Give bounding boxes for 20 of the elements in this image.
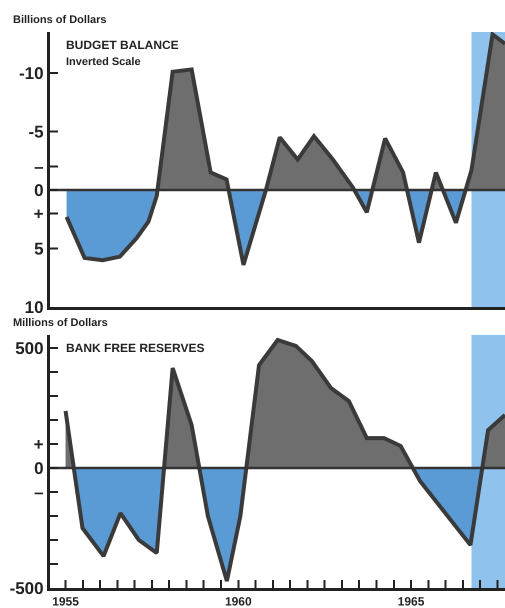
y-tick-label: -500 (10, 578, 44, 598)
y-axis-title: Billions of Dollars (13, 14, 107, 26)
y-tick-label: 5 (34, 239, 44, 258)
y-tick-label: + (34, 435, 44, 454)
y-tick-label: 10 (24, 298, 44, 317)
y-tick-label: 0 (34, 459, 44, 478)
y-axis-title: Millions of Dollars (13, 317, 108, 329)
y-tick-label: – (34, 482, 44, 502)
y-tick-label: -10 (19, 64, 44, 83)
x-tick-label: 1955 (52, 594, 80, 608)
text: Inverted Scale (66, 56, 141, 68)
y-tick-label: + (34, 204, 44, 224)
text: BUDGET BALANCE (66, 38, 179, 52)
text: BANK FREE RESERVES (66, 341, 204, 355)
y-tick-label: – (34, 158, 44, 177)
y-tick-label: 0 (34, 180, 44, 200)
y-tick-label: 500 (15, 339, 44, 358)
y-tick-label: -5 (28, 122, 44, 142)
x-tick-label: 1965 (398, 594, 425, 608)
x-tick-label: 1960 (224, 594, 252, 608)
